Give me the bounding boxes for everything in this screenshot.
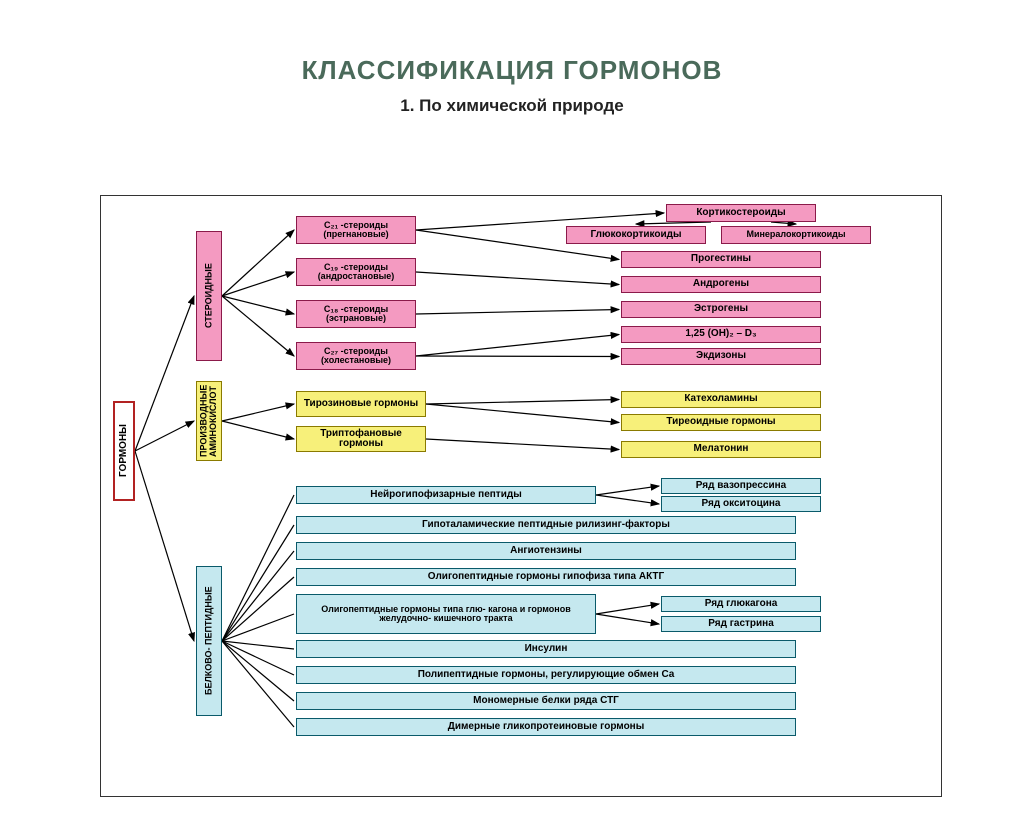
steroid-mid-0: С₂₁ -стероиды (прегнановые) <box>296 216 416 244</box>
cortico-gluco: Глюкокортикоиды <box>566 226 706 244</box>
peptide-extra-4-1: Ряд гастрина <box>661 616 821 632</box>
amino-mid-0: Тирозиновые гормоны <box>296 391 426 417</box>
steroid-right-1: Андрогены <box>621 276 821 293</box>
amino-right-1: Тиреоидные гормоны <box>621 414 821 431</box>
peptide-main-5: Инсулин <box>296 640 796 658</box>
steroid-mid-3: С₂₇ -стероиды (холестановые) <box>296 342 416 370</box>
peptide-main-0: Нейрогипофизарные пептиды <box>296 486 596 504</box>
steroid-right-4: Экдизоны <box>621 348 821 365</box>
cortico-header: Кортикостероиды <box>666 204 816 222</box>
amino-right-2: Мелатонин <box>621 441 821 458</box>
steroid-mid-2: С₁₈ -стероиды (эстрановые) <box>296 300 416 328</box>
amino-mid-1: Триптофановые гормоны <box>296 426 426 452</box>
peptide-main-6: Полипептидные гормоны, регулирующие обме… <box>296 666 796 684</box>
page-title: КЛАССИФИКАЦИЯ ГОРМОНОВ <box>0 55 1024 86</box>
peptide-main-1: Гипоталамические пептидные рилизинг-факт… <box>296 516 796 534</box>
amino-right-0: Катехоламины <box>621 391 821 408</box>
diagram-canvas: ГОРМОНЫ СТЕРОИДНЫЕ ПРОИЗВОДНЫЕ АМИНОКИСЛОТ… <box>100 195 942 797</box>
page-subtitle: 1. По химической природе <box>0 96 1024 116</box>
peptide-main-8: Димерные гликопротеиновые гормоны <box>296 718 796 736</box>
steroid-right-2: Эстрогены <box>621 301 821 318</box>
peptide-extra-0-1: Ряд окситоцина <box>661 496 821 512</box>
level1-amino: ПРОИЗВОДНЫЕ АМИНОКИСЛОТ <box>196 381 222 461</box>
level1-peptide: БЕЛКОВО- ПЕПТИДНЫЕ <box>196 566 222 716</box>
steroid-mid-1: С₁₉ -стероиды (андростановые) <box>296 258 416 286</box>
peptide-main-2: Ангиотензины <box>296 542 796 560</box>
peptide-extra-0-0: Ряд вазопрессина <box>661 478 821 494</box>
peptide-main-7: Мономерные белки ряда СТГ <box>296 692 796 710</box>
steroid-right-3: 1,25 (OH)₂ – D₃ <box>621 326 821 343</box>
root-hormones: ГОРМОНЫ <box>113 401 135 501</box>
peptide-main-3: Олигопептидные гормоны гипофиза типа АКТ… <box>296 568 796 586</box>
peptide-main-4: Олигопептидные гормоны типа глю- кагона … <box>296 594 596 634</box>
level1-steroid: СТЕРОИДНЫЕ <box>196 231 222 361</box>
steroid-right-0: Прогестины <box>621 251 821 268</box>
peptide-extra-4-0: Ряд глюкагона <box>661 596 821 612</box>
cortico-mineral: Минералокортикоиды <box>721 226 871 244</box>
